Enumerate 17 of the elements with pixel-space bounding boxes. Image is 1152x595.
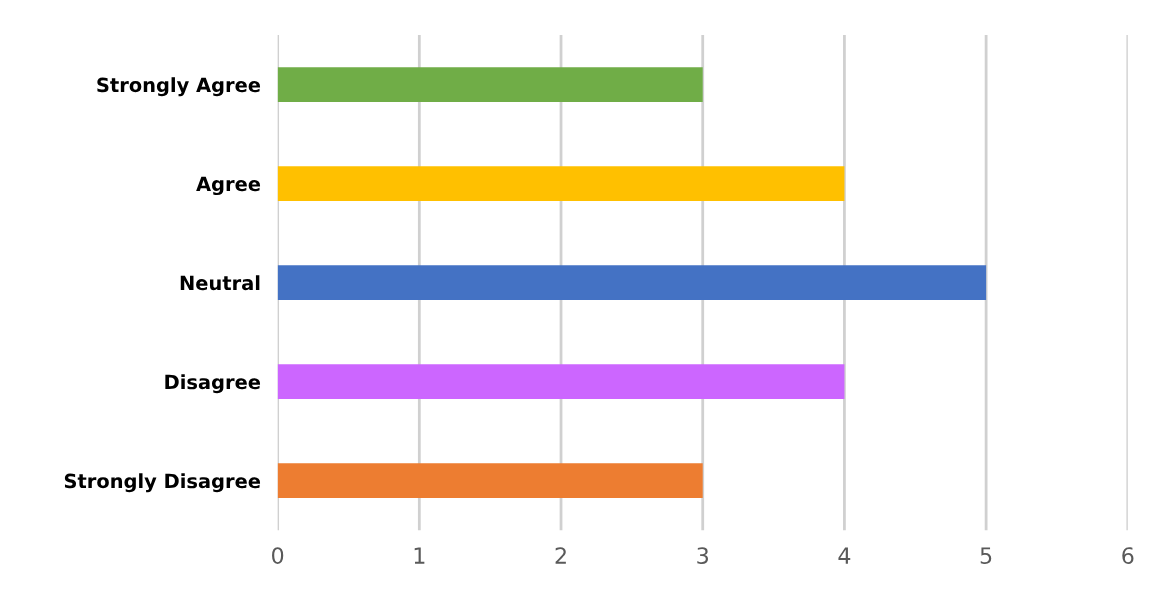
bar bbox=[277, 463, 703, 498]
y-tick-label: Strongly Disagree bbox=[64, 473, 261, 493]
x-tick-label: 2 bbox=[555, 547, 566, 564]
y-tick-label: Disagree bbox=[165, 374, 261, 394]
bar bbox=[277, 166, 845, 201]
x-tick-label: 1 bbox=[414, 547, 425, 564]
x-tick-label: 0 bbox=[272, 547, 284, 565]
x-tick-label: 4 bbox=[838, 547, 851, 564]
bar bbox=[277, 364, 845, 399]
x-tick-label: 6 bbox=[1122, 547, 1134, 565]
y-tick-label: Strongly Agree bbox=[97, 77, 261, 97]
x-tick-label: 3 bbox=[697, 547, 709, 565]
bar bbox=[277, 265, 987, 300]
bar bbox=[277, 67, 703, 102]
x-tick-label: 5 bbox=[980, 547, 992, 565]
y-tick-label: Neutral bbox=[180, 275, 260, 291]
y-tick-label: Agree bbox=[196, 176, 261, 196]
